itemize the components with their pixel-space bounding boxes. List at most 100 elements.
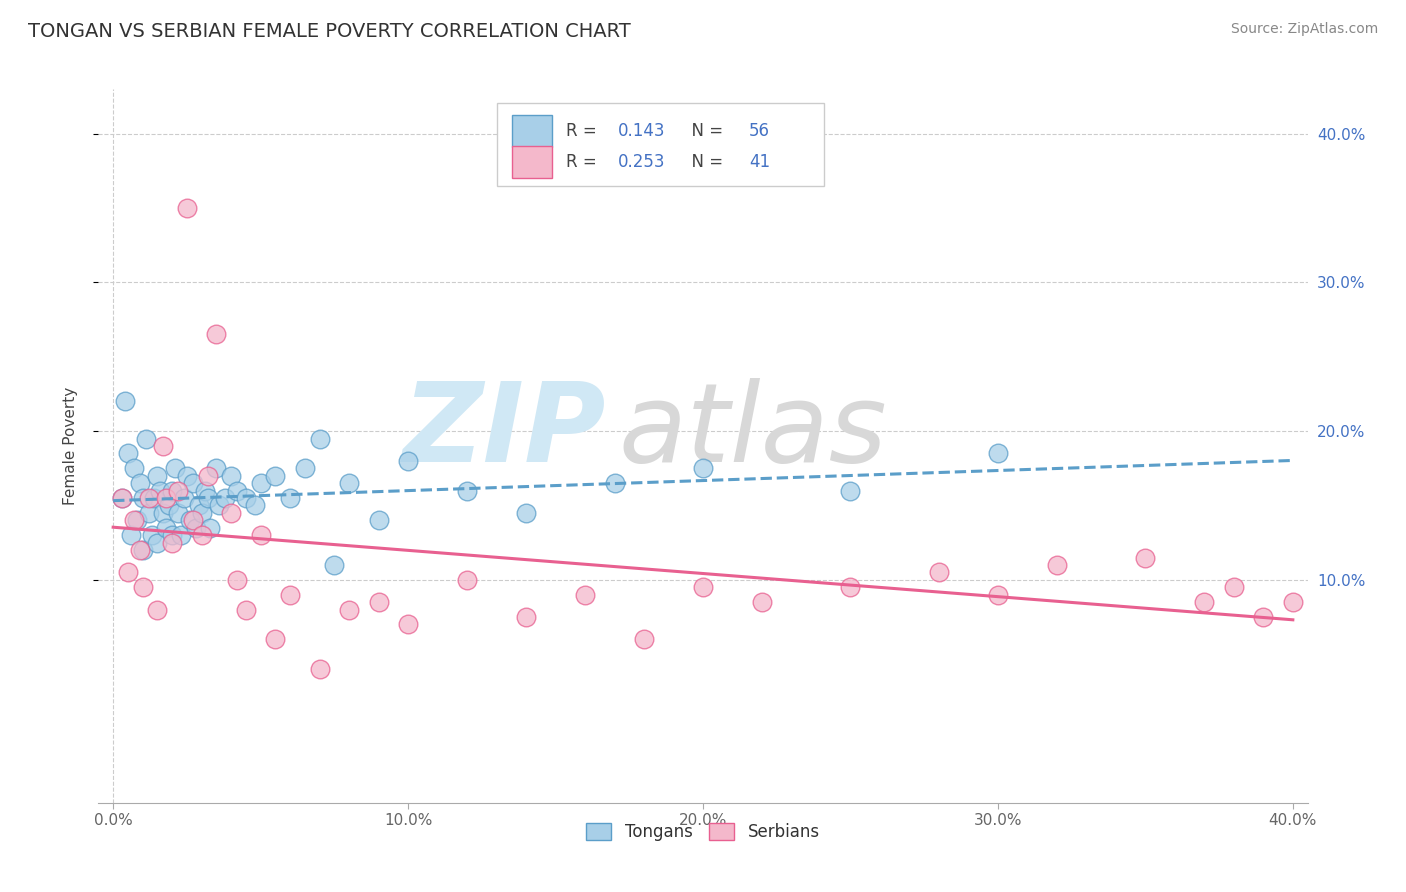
Point xyxy=(987,588,1010,602)
Point xyxy=(184,521,207,535)
Point xyxy=(226,573,249,587)
Point xyxy=(152,506,174,520)
Point xyxy=(633,632,655,647)
Point xyxy=(323,558,346,572)
Point xyxy=(122,461,145,475)
Point xyxy=(219,506,242,520)
Point xyxy=(135,432,157,446)
Point xyxy=(249,528,271,542)
Text: 0.143: 0.143 xyxy=(619,121,666,139)
Point xyxy=(205,461,228,475)
Point xyxy=(243,499,266,513)
Point xyxy=(515,610,537,624)
Point xyxy=(396,454,419,468)
Point xyxy=(167,483,190,498)
Point xyxy=(1046,558,1069,572)
Legend: Tongans, Serbians: Tongans, Serbians xyxy=(579,816,827,848)
Point xyxy=(176,201,198,215)
Point xyxy=(308,432,330,446)
Point xyxy=(125,513,148,527)
Text: TONGAN VS SERBIAN FEMALE POVERTY CORRELATION CHART: TONGAN VS SERBIAN FEMALE POVERTY CORRELA… xyxy=(28,22,631,41)
Y-axis label: Female Poverty: Female Poverty xyxy=(63,387,77,505)
Point xyxy=(839,483,862,498)
Point xyxy=(181,476,204,491)
Point xyxy=(179,513,201,527)
Point xyxy=(197,491,219,505)
Point xyxy=(160,535,183,549)
Point xyxy=(165,461,187,475)
Point xyxy=(264,468,287,483)
Point xyxy=(928,566,950,580)
Point xyxy=(181,513,204,527)
Point xyxy=(456,573,478,587)
Point xyxy=(190,528,212,542)
Point xyxy=(131,491,153,505)
Text: Source: ZipAtlas.com: Source: ZipAtlas.com xyxy=(1230,22,1378,37)
Point xyxy=(143,491,166,505)
Point xyxy=(1223,580,1246,594)
Point xyxy=(692,580,714,594)
Point xyxy=(187,499,209,513)
Point xyxy=(128,543,150,558)
Text: 0.253: 0.253 xyxy=(619,153,666,171)
Text: R =: R = xyxy=(567,121,602,139)
Point xyxy=(396,617,419,632)
Point xyxy=(114,394,136,409)
Point xyxy=(149,483,172,498)
Point xyxy=(176,468,198,483)
Point xyxy=(751,595,773,609)
Point xyxy=(264,632,287,647)
Point xyxy=(111,491,134,505)
Point xyxy=(278,491,301,505)
Point xyxy=(308,662,330,676)
Point xyxy=(146,602,169,616)
Text: 56: 56 xyxy=(749,121,770,139)
Point xyxy=(337,602,360,616)
Point xyxy=(190,506,212,520)
Point xyxy=(197,468,219,483)
Point xyxy=(131,543,153,558)
Point xyxy=(117,566,139,580)
Point xyxy=(122,513,145,527)
Point xyxy=(138,506,160,520)
Point xyxy=(146,468,169,483)
Text: ZIP: ZIP xyxy=(402,378,606,485)
Point xyxy=(146,535,169,549)
Point xyxy=(160,528,183,542)
Point xyxy=(249,476,271,491)
Point xyxy=(138,491,160,505)
Point xyxy=(235,491,257,505)
Point xyxy=(214,491,236,505)
Point xyxy=(1253,610,1275,624)
Text: N =: N = xyxy=(682,153,728,171)
Point xyxy=(839,580,862,594)
Point xyxy=(367,595,389,609)
Point xyxy=(128,476,150,491)
Point xyxy=(155,521,177,535)
Point xyxy=(692,461,714,475)
Point xyxy=(160,483,183,498)
Point xyxy=(173,491,195,505)
FancyBboxPatch shape xyxy=(512,114,551,146)
Point xyxy=(367,513,389,527)
Point xyxy=(155,491,177,505)
Point xyxy=(120,528,142,542)
Point xyxy=(294,461,316,475)
Point xyxy=(200,521,222,535)
Text: 41: 41 xyxy=(749,153,770,171)
Point xyxy=(456,483,478,498)
Point xyxy=(1282,595,1305,609)
Point xyxy=(226,483,249,498)
Point xyxy=(574,588,596,602)
Point xyxy=(515,506,537,520)
Point xyxy=(235,602,257,616)
Point xyxy=(205,327,228,342)
Point xyxy=(194,483,217,498)
Point xyxy=(131,580,153,594)
FancyBboxPatch shape xyxy=(512,146,551,178)
Point xyxy=(208,499,231,513)
Point xyxy=(111,491,134,505)
Text: N =: N = xyxy=(682,121,728,139)
Point xyxy=(152,439,174,453)
Point xyxy=(278,588,301,602)
